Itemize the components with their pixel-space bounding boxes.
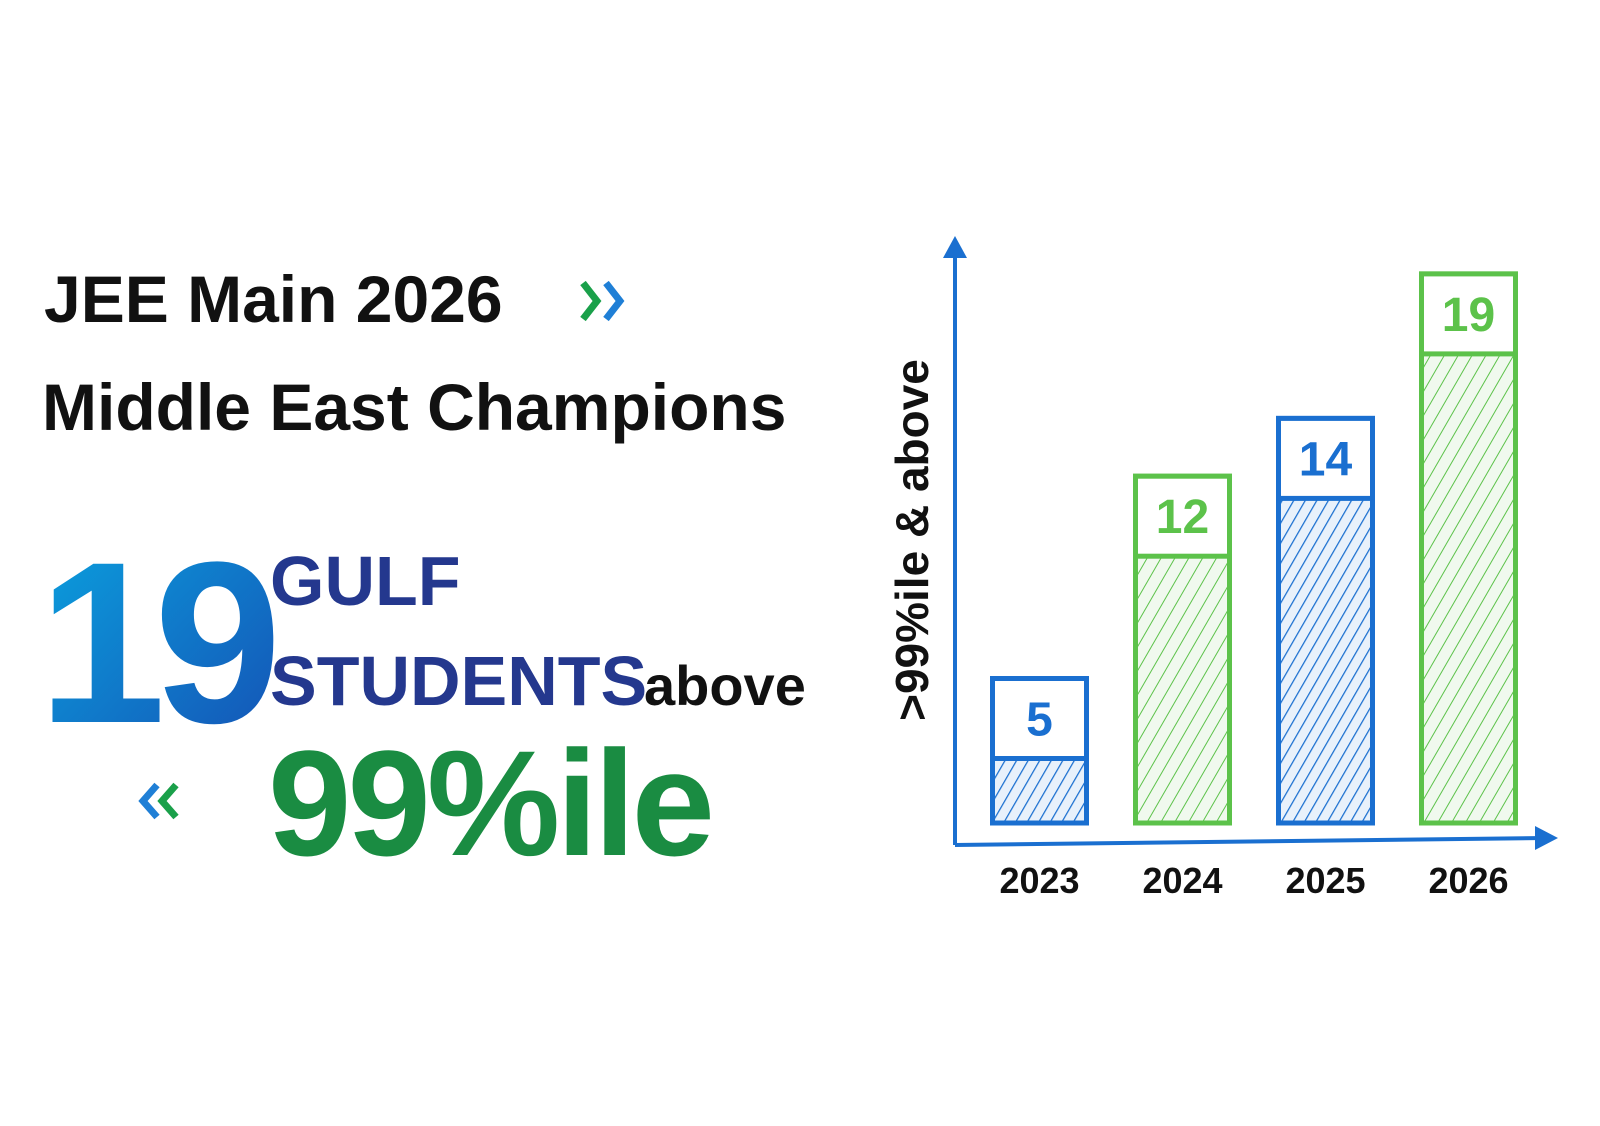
x-tick-label: 2023 — [999, 860, 1079, 901]
y-axis-label: >99%ile & above — [886, 359, 938, 721]
highlight-text: GULF — [270, 542, 461, 620]
x-tick-label: 2026 — [1428, 860, 1508, 901]
percentile: 99%ile — [268, 719, 711, 887]
chevron-left — [138, 782, 179, 820]
x-tick-label: 2024 — [1142, 860, 1222, 901]
headline: JEE Main 2026 — [44, 262, 503, 336]
bar-label-box — [990, 676, 1089, 761]
axes — [943, 236, 1558, 850]
headline: Middle East Champions — [42, 370, 786, 444]
x-tick-label: 2025 — [1285, 860, 1365, 901]
bar-value-label: 5 — [1026, 694, 1053, 747]
chevron-right — [580, 280, 625, 322]
bar-value-label: 12 — [1156, 491, 1209, 544]
bar-label-box — [1276, 415, 1375, 501]
highlight-text: above — [644, 654, 806, 717]
bar-value-label: 14 — [1299, 433, 1353, 486]
bar-label-box — [1419, 271, 1518, 357]
highlight-text: STUDENTS — [270, 642, 647, 720]
bar-label-box — [1133, 473, 1232, 559]
big-count: 19 — [38, 514, 274, 771]
bar-value-label: 19 — [1442, 289, 1495, 342]
